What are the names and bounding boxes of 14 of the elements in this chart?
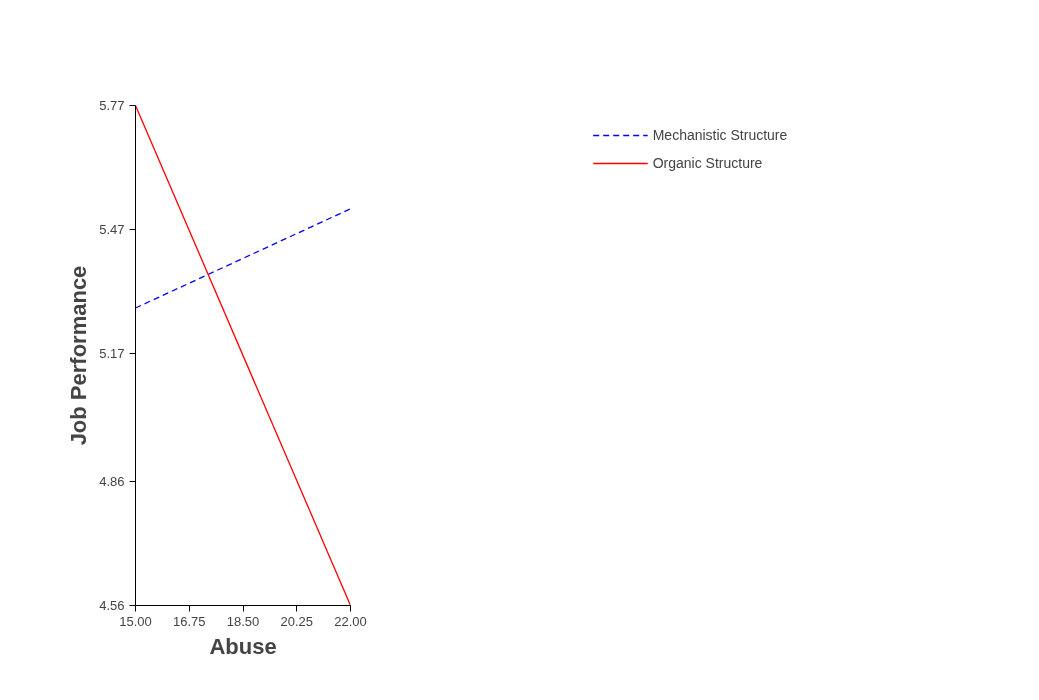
y-tick-label: 5.47 [99,221,125,237]
x-tick-label: 18.50 [226,613,260,629]
y-axis-title: Job Performance [66,265,92,446]
y-tick-label: 5.17 [99,345,125,361]
x-tick-label: 20.25 [280,613,314,629]
y-tick-label: 4.86 [99,474,125,490]
legend-label: Organic Structure [652,155,763,171]
y-tick-label: 4.56 [99,598,125,613]
x-axis-title: Abuse [209,633,277,659]
x-tick-label: 16.75 [172,613,206,629]
x-tick-label: 15.00 [119,613,152,629]
legend-label: Mechanistic Structure [652,127,788,143]
x-tick-label: 22.00 [334,613,367,629]
y-tick-label: 5.77 [99,98,125,113]
